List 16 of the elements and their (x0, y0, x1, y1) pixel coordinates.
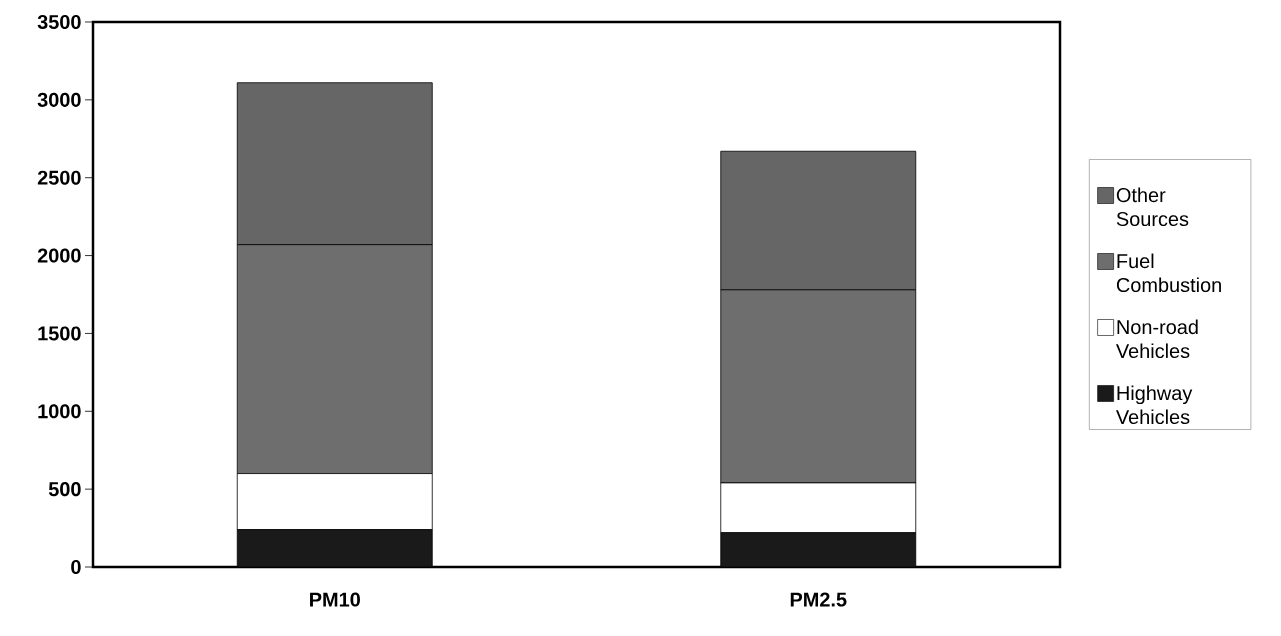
legend-label: Highway Vehicles (1116, 385, 1193, 425)
y-tick-label: 2000 (37, 248, 81, 263)
bar (720, 532, 917, 567)
y-tick-label: 3000 (37, 92, 81, 107)
x-tick-label: PM2.5 (790, 592, 847, 607)
x-tick-label: PM10 (310, 592, 360, 607)
y-tick-label: 500 (48, 482, 81, 497)
y-tick-label: 3500 (37, 14, 81, 30)
y-tick-label: 2500 (37, 170, 81, 185)
y-tick-label: 1500 (38, 326, 81, 341)
legend-label: Fuel Combustion (1116, 253, 1221, 293)
legend-label: Non-road Vehicles (1116, 319, 1198, 359)
y-tick-label: 1000 (38, 404, 81, 419)
y-tick-label: 0 (71, 559, 81, 575)
legend-label: Other Sources (1116, 187, 1189, 227)
bar (236, 529, 433, 567)
